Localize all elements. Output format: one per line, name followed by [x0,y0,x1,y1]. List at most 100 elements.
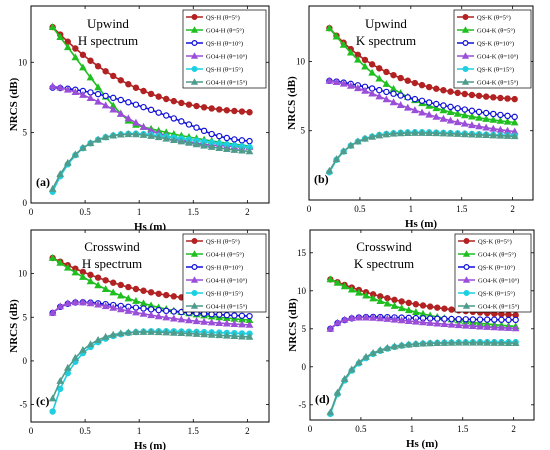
data-point [332,32,341,40]
x-axis-label: Hs (m) [405,218,437,230]
x-tick-label: 0 [29,426,34,436]
data-point [94,90,102,98]
data-point [397,92,404,99]
legend-box [182,9,267,89]
x-tick-label: 0.5 [355,424,367,434]
legend-marker [191,14,198,21]
data-point [504,95,511,102]
data-point [132,118,140,126]
data-point [418,108,426,116]
data-point [511,324,520,332]
data-point [71,353,80,361]
data-point [489,131,498,139]
data-point [411,128,419,136]
data-point [231,136,238,143]
data-point [94,281,102,289]
data-point [468,121,476,129]
data-point [412,301,420,308]
data-point [433,339,442,346]
legend-label: GO4-H (θ=10°) [206,54,247,61]
x-tick-label: 0.5 [79,426,91,436]
data-point [200,127,208,135]
data-point [101,285,110,292]
data-point [169,136,178,143]
legend-marker [190,26,199,33]
data-point [71,268,80,276]
data-point [216,132,223,140]
data-point [346,48,355,56]
y-tick-label: 0 [23,356,28,366]
data-point [362,352,370,360]
y-tick-label: 5 [23,128,28,138]
data-point [230,332,239,340]
data-point [453,118,462,126]
data-point [147,306,155,313]
data-point [162,134,171,142]
x-tick-label: 0 [307,204,312,214]
legend-label: GO4-K (θ=10°) [478,278,519,285]
data-point [102,277,109,284]
data-point [147,90,155,98]
data-point [383,68,390,76]
data-point [48,82,57,90]
data-point [362,291,370,299]
data-point [147,289,155,296]
data-point [185,101,193,108]
data-point [87,57,94,64]
data-point [63,299,72,307]
legend-marker [190,250,199,257]
data-point [116,291,125,299]
data-point [238,312,246,319]
chart-panel: 0 0.5 1 1.5 2 -5 0 5 10 Hs (m) NRCS (dB) Crosswind H… [8,229,270,450]
data-point [510,132,519,140]
data-point [132,297,140,304]
x-tick-label: 0 [308,424,313,434]
legend-label: QS-H (θ=10°) [206,41,243,48]
data-point [110,72,117,80]
data-point [185,329,193,337]
legend-box [453,9,532,89]
data-point [382,95,391,103]
data-point [455,315,462,323]
data-point [340,315,349,323]
plot-frame [30,5,270,204]
data-point [354,84,362,92]
data-point [412,317,420,325]
data-point [238,332,246,340]
data-point [482,114,491,122]
data-point [132,101,140,108]
data-point [441,305,448,312]
data-point [491,316,498,323]
data-point [86,94,95,102]
data-point [375,131,384,139]
data-point [94,335,102,343]
data-point [432,104,441,112]
data-point [383,343,392,351]
data-point [94,274,102,281]
legend-label: GO4-K (θ=15°) [477,80,518,87]
data-point [460,111,469,119]
data-point [56,83,65,91]
data-point [116,329,125,337]
data-point [498,316,505,323]
data-point [476,322,484,330]
data-point [361,62,369,70]
data-point [339,40,348,48]
data-point [432,112,441,120]
data-point [447,103,454,111]
data-point [347,365,356,373]
legend-marker [190,52,199,59]
data-point [446,129,455,137]
data-point [125,81,132,88]
y-tick-label: 0 [302,362,307,372]
data-point [354,55,362,63]
legend: QS-K (θ=5°) GO4-K (θ=5°) QS-K (θ=10°) GO4-K… [454,233,532,313]
data-point [362,313,370,321]
data-point [139,309,148,317]
legend-marker [462,302,471,309]
data-point [223,107,231,114]
data-point [512,316,519,324]
data-point [94,135,102,143]
data-point [140,103,147,111]
